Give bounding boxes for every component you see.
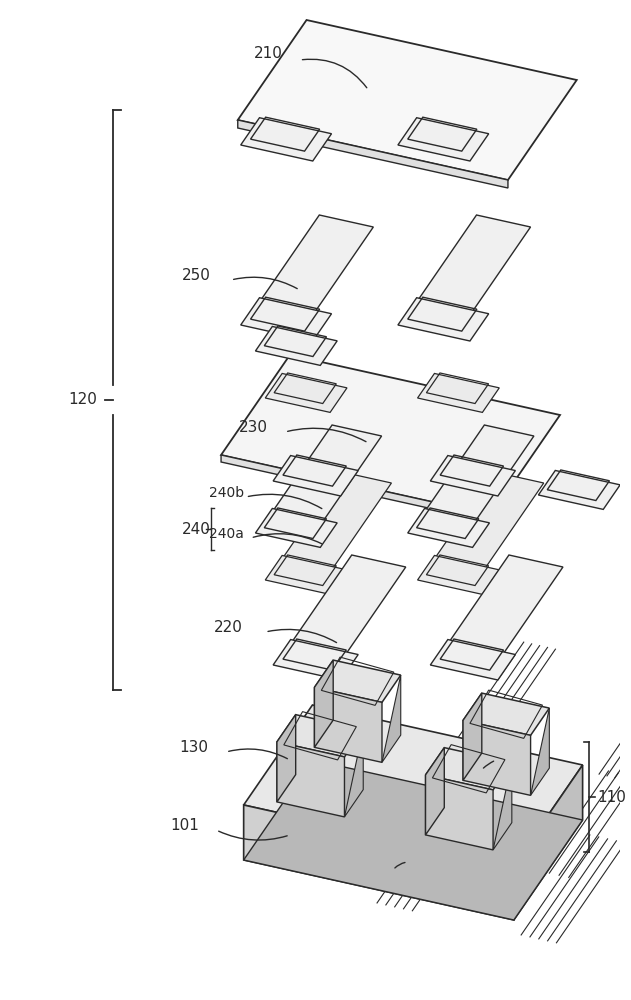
Polygon shape bbox=[514, 765, 582, 920]
Polygon shape bbox=[345, 730, 363, 817]
Polygon shape bbox=[238, 120, 508, 188]
Text: 240a: 240a bbox=[209, 527, 244, 541]
Polygon shape bbox=[425, 748, 512, 790]
Polygon shape bbox=[408, 508, 490, 547]
Polygon shape bbox=[314, 660, 401, 702]
Polygon shape bbox=[256, 508, 337, 547]
Polygon shape bbox=[277, 715, 296, 802]
Text: 112: 112 bbox=[499, 750, 528, 764]
Polygon shape bbox=[277, 742, 345, 817]
Polygon shape bbox=[283, 555, 406, 667]
Text: 240: 240 bbox=[182, 522, 211, 536]
Text: 110: 110 bbox=[598, 790, 626, 804]
Polygon shape bbox=[398, 118, 489, 161]
Polygon shape bbox=[418, 373, 499, 412]
Polygon shape bbox=[244, 705, 582, 865]
Polygon shape bbox=[221, 355, 560, 515]
Polygon shape bbox=[273, 456, 358, 496]
Text: 210: 210 bbox=[254, 45, 282, 60]
Polygon shape bbox=[398, 298, 489, 341]
Polygon shape bbox=[416, 425, 534, 536]
Polygon shape bbox=[531, 708, 550, 795]
Polygon shape bbox=[418, 555, 499, 594]
Polygon shape bbox=[256, 326, 337, 365]
Text: 130: 130 bbox=[180, 740, 209, 756]
Polygon shape bbox=[425, 472, 544, 583]
Polygon shape bbox=[463, 693, 550, 735]
Polygon shape bbox=[463, 693, 482, 780]
Polygon shape bbox=[425, 775, 493, 850]
Polygon shape bbox=[430, 640, 516, 680]
Polygon shape bbox=[221, 455, 492, 522]
Polygon shape bbox=[244, 760, 582, 920]
Polygon shape bbox=[277, 715, 363, 757]
Text: 120: 120 bbox=[69, 392, 98, 408]
Text: 230: 230 bbox=[239, 420, 268, 436]
Text: 250: 250 bbox=[182, 268, 211, 284]
Polygon shape bbox=[314, 687, 382, 762]
Polygon shape bbox=[265, 555, 347, 594]
Text: 240b: 240b bbox=[209, 486, 244, 500]
Text: 220: 220 bbox=[214, 620, 243, 636]
Polygon shape bbox=[430, 456, 516, 496]
Polygon shape bbox=[273, 472, 391, 583]
Polygon shape bbox=[265, 373, 347, 412]
Polygon shape bbox=[263, 425, 382, 536]
Polygon shape bbox=[273, 640, 358, 680]
Polygon shape bbox=[408, 215, 531, 327]
Polygon shape bbox=[440, 555, 563, 667]
Polygon shape bbox=[244, 805, 514, 920]
Polygon shape bbox=[463, 720, 531, 795]
Polygon shape bbox=[425, 748, 444, 835]
Polygon shape bbox=[382, 675, 401, 762]
Text: 101: 101 bbox=[170, 818, 199, 834]
Polygon shape bbox=[240, 118, 331, 161]
Polygon shape bbox=[314, 660, 333, 747]
Text: 111: 111 bbox=[411, 857, 440, 872]
Polygon shape bbox=[538, 470, 620, 509]
Polygon shape bbox=[238, 20, 577, 180]
Polygon shape bbox=[251, 215, 374, 327]
Polygon shape bbox=[240, 298, 331, 341]
Polygon shape bbox=[493, 763, 512, 850]
